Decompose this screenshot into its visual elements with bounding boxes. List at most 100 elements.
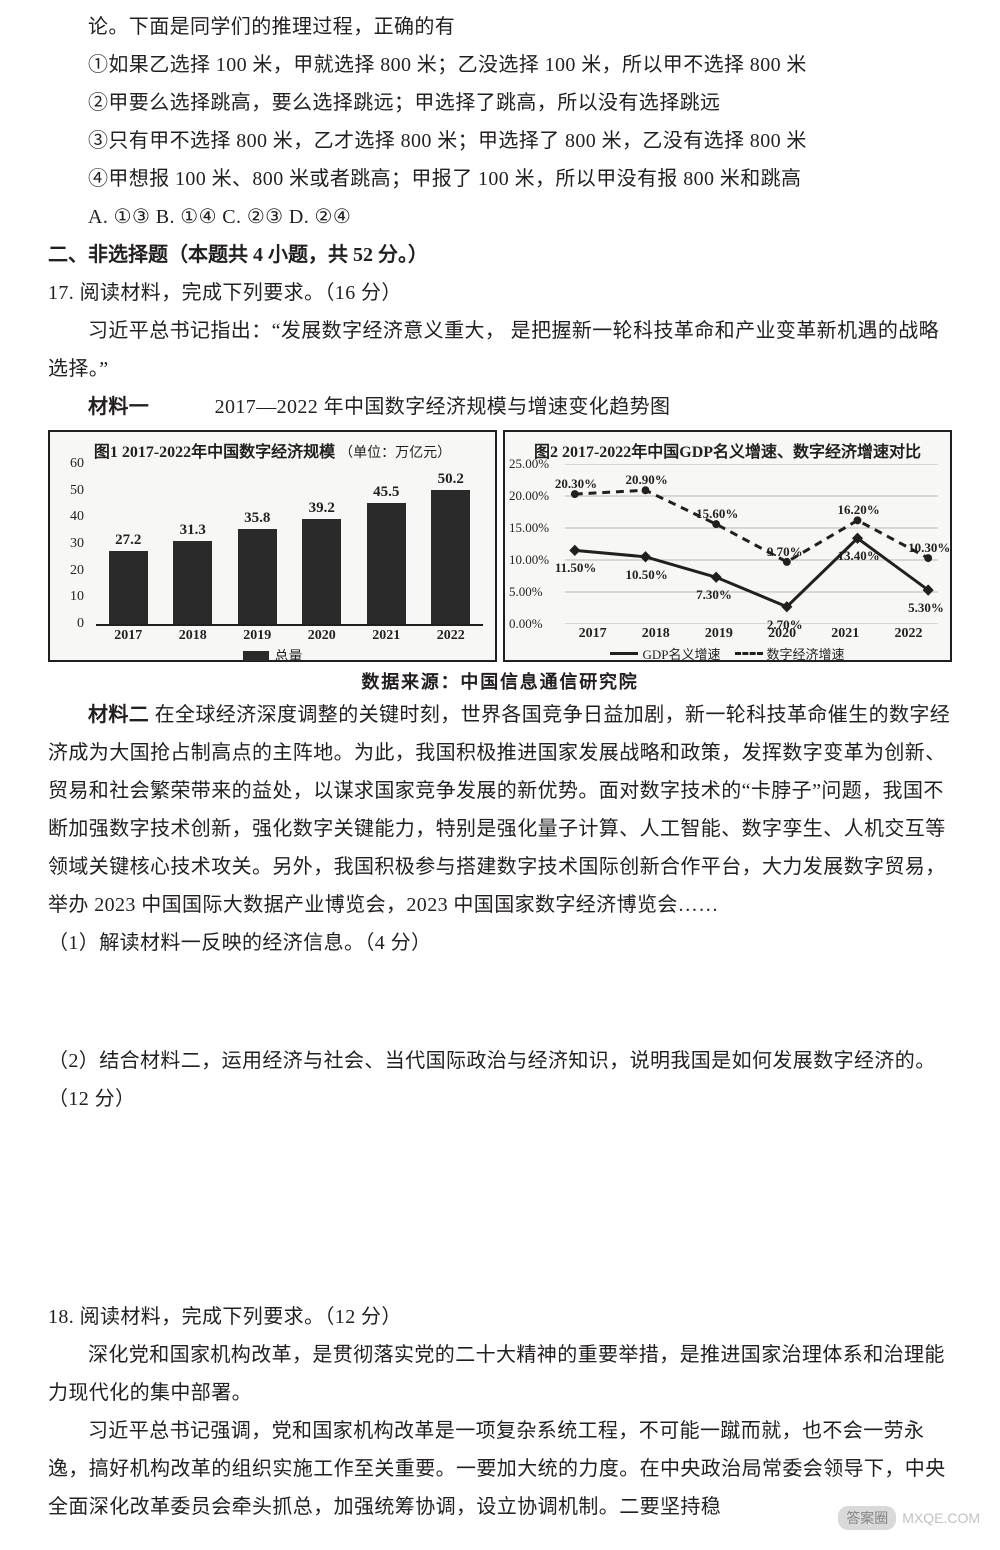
chart-source: 数据来源：中国信息通信研究院 — [48, 668, 952, 694]
exam-page: 论。下面是同学们的推理过程，正确的有 ①如果乙选择 100 米，甲就选择 800… — [0, 0, 1000, 1550]
line-point-label: 5.30% — [908, 600, 944, 616]
q17-material2: 材料二 在全球经济深度调整的关键时刻，世界各国竞争日益加剧，新一轮科技革命催生的… — [48, 696, 952, 924]
line-legend-series1: GDP名义增速 — [610, 644, 720, 663]
line-ytick: 20.00% — [509, 488, 549, 504]
bar-yaxis: 0102030405060 — [50, 464, 84, 624]
bar-xtick: 2019 — [225, 626, 290, 644]
q-continued-opt3: ③只有甲不选择 800 米，乙才选择 800 米；甲选择了 800 米，乙没有选… — [48, 122, 952, 160]
line-point-label: 9.70% — [767, 544, 803, 560]
bar-plot-area: 0102030405060 27.231.335.839.245.550.2 2… — [90, 464, 489, 644]
line-point-label: 15.60% — [696, 506, 738, 522]
bar — [367, 503, 406, 624]
bar-value-label: 45.5 — [373, 484, 399, 501]
answer-gap-2 — [48, 1118, 952, 1298]
answer-gap-1 — [48, 962, 952, 1042]
bar-slot: 39.2 — [290, 464, 355, 624]
line-xtick: 2017 — [561, 624, 624, 642]
bar-ytick: 40 — [70, 509, 84, 525]
line-point-label: 13.40% — [838, 548, 880, 564]
line-point-label: 2.70% — [767, 617, 803, 633]
q-continued-stem: 论。下面是同学们的推理过程，正确的有 — [48, 8, 952, 46]
bar-xaxis: 201720182019202020212022 — [96, 624, 483, 644]
bar-xtick: 2021 — [354, 626, 419, 644]
bar-slot: 45.5 — [354, 464, 419, 624]
line-point-label: 7.30% — [696, 587, 732, 603]
bar — [109, 551, 148, 624]
q18-heading: 18. 阅读材料，完成下列要求。（12 分） — [48, 1298, 952, 1336]
bar-legend-label: 总量 — [275, 646, 303, 666]
line-point-label: 10.50% — [625, 567, 667, 583]
bar-value-label: 31.3 — [180, 522, 206, 539]
line-chart-title: 图2 2017-2022年中国GDP名义增速、数字经济增速对比 — [511, 438, 944, 462]
bar-legend-swatch — [243, 651, 269, 661]
bar-ytick: 10 — [70, 589, 84, 605]
charts-row: 图1 2017-2022年中国数字经济规模 （单位：万亿元） 0 10 20 30 40… — [48, 430, 952, 662]
bar-slot: 35.8 — [225, 464, 290, 624]
line-point-label: 20.30% — [555, 476, 597, 492]
line-point-label: 10.30% — [908, 540, 950, 556]
line-ytick: 10.00% — [509, 552, 549, 568]
watermark: 答案圈 MXQE.COM — [838, 1506, 980, 1530]
line-legend-label-2: 数字经济增速 — [767, 644, 845, 663]
bar-value-label: 27.2 — [115, 532, 141, 549]
q18-p2: 习近平总书记强调，党和国家机构改革是一项复杂系统工程，不可能一蹴而就，也不会一劳… — [48, 1412, 952, 1526]
line-chart-card: 图2 2017-2022年中国GDP名义增速、数字经济增速对比 0.00%5.0… — [503, 430, 952, 662]
line-plot-area: 0.00%5.00%10.00%15.00%20.00%25.00% 11.50… — [515, 464, 940, 624]
bar-slot: 50.2 — [419, 464, 484, 624]
line-xtick: 2019 — [687, 624, 750, 642]
bar-value-label: 50.2 — [438, 471, 464, 488]
bar — [238, 529, 277, 624]
line-xtick: 2021 — [814, 624, 877, 642]
q17-sub2: （2）结合材料二，运用经济与社会、当代国际政治与经济知识，说明我国是如何发展数字… — [48, 1042, 952, 1118]
line-legend-series2: 数字经济增速 — [735, 644, 845, 663]
bars-area: 0102030405060 27.231.335.839.245.550.2 — [90, 464, 489, 624]
q17-heading: 17. 阅读材料，完成下列要求。（16 分） — [48, 274, 952, 312]
bar-slot: 31.3 — [161, 464, 226, 624]
bar-chart-unit: （单位：万亿元） — [339, 446, 451, 461]
svg-lines: 11.50%10.50%7.30%2.70%13.40%5.30%20.30%2… — [565, 464, 938, 624]
bar-value-label: 39.2 — [309, 500, 335, 517]
bar-chart-card: 图1 2017-2022年中国数字经济规模 （单位：万亿元） 0 10 20 30 40… — [48, 430, 497, 662]
line-point-label: 16.20% — [838, 502, 880, 518]
line-xtick: 2022 — [877, 624, 940, 642]
line-point-label: 11.50% — [555, 560, 597, 576]
bar — [302, 519, 341, 624]
bar-value-label: 35.8 — [244, 510, 270, 527]
bar-ytick: 20 — [70, 563, 84, 579]
q-continued-opt4: ④甲想报 100 米、800 米或者跳高；甲报了 100 米，所以甲没有报 80… — [48, 160, 952, 198]
line-legend: GDP名义增速 数字经济增速 — [511, 642, 944, 667]
bar-ytick: 60 — [70, 456, 84, 472]
bar-ytick: 0 — [77, 616, 84, 632]
q17-sub1: （1）解读材料一反映的经济信息。（4 分） — [48, 924, 952, 962]
line-ytick: 25.00% — [509, 456, 549, 472]
q17-material2-label: 材料二 — [48, 696, 149, 734]
q17-material2-body: 在全球经济深度调整的关键时刻，世界各国竞争日益加剧，新一轮科技革命催生的数字经济… — [48, 704, 950, 916]
line-point-label: 20.90% — [625, 472, 667, 488]
bar — [173, 541, 212, 624]
bar-ytick: 50 — [70, 483, 84, 499]
bar-xtick: 2017 — [96, 626, 161, 644]
line-ytick: 0.00% — [509, 616, 543, 632]
bar-slot: 27.2 — [96, 464, 161, 624]
q-continued-opt1: ①如果乙选择 100 米，甲就选择 800 米；乙没选择 100 米，所以甲不选… — [48, 46, 952, 84]
bar-xtick: 2018 — [161, 626, 226, 644]
bar-legend: 总量 — [56, 644, 489, 670]
bar-chart-title-text: 图1 2017-2022年中国数字经济规模 — [94, 444, 335, 461]
q-continued-opt2: ②甲要么选择跳高，要么选择跳远；甲选择了跳高，所以没有选择跳远 — [48, 84, 952, 122]
q-continued-choices: A. ①③ B. ①④ C. ②③ D. ②④ — [48, 198, 952, 236]
q17-material1-line: 材料一 2017—2022 年中国数字经济规模与增速变化趋势图 — [48, 388, 952, 426]
section2-heading: 二、非选择题（本题共 4 小题，共 52 分。） — [48, 236, 952, 274]
bar-chart-title: 图1 2017-2022年中国数字经济规模 （单位：万亿元） — [56, 438, 489, 462]
bar-ytick: 30 — [70, 536, 84, 552]
line-ytick: 5.00% — [509, 584, 543, 600]
legend-dashed-swatch — [735, 652, 763, 655]
q18-p1: 深化党和国家机构改革，是贯彻落实党的二十大精神的重要举措，是推进国家治理体系和治… — [48, 1336, 952, 1412]
bar-xtick: 2020 — [290, 626, 355, 644]
line-legend-label-1: GDP名义增速 — [642, 644, 720, 663]
watermark-url: MXQE.COM — [902, 1510, 980, 1526]
line-xaxis: 201720182019202020212022 — [561, 624, 940, 642]
bar — [431, 490, 470, 624]
watermark-badge: 答案圈 — [838, 1506, 896, 1530]
bar-xtick: 2022 — [419, 626, 484, 644]
q17-lead: 习近平总书记指出：“发展数字经济意义重大， 是把握新一轮科技革命和产业变革新机遇… — [48, 312, 952, 388]
